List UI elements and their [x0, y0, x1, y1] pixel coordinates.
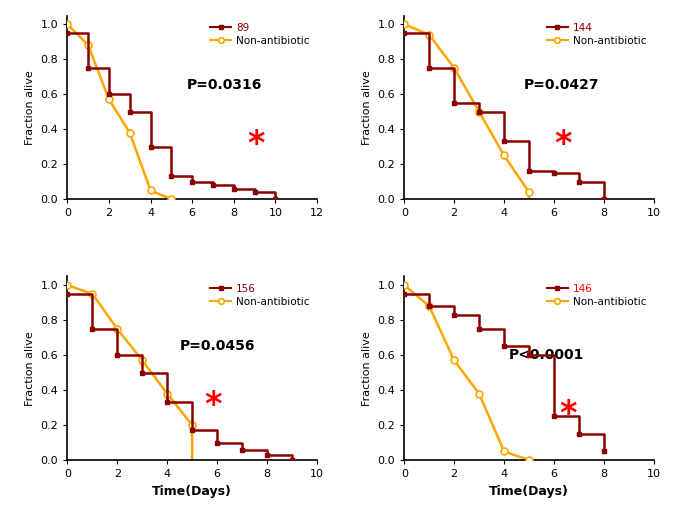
Text: P=0.0427: P=0.0427 [524, 78, 600, 92]
Legend: 146, Non-antibiotic: 146, Non-antibiotic [543, 280, 650, 311]
Y-axis label: Fraction alive: Fraction alive [25, 331, 35, 406]
Y-axis label: Fraction alive: Fraction alive [25, 70, 35, 145]
Text: *: * [205, 388, 222, 421]
X-axis label: Time(Days): Time(Days) [152, 485, 232, 498]
Text: P=0.0456: P=0.0456 [180, 339, 255, 353]
Text: P=0.0316: P=0.0316 [187, 78, 263, 92]
Legend: 144, Non-antibiotic: 144, Non-antibiotic [543, 19, 650, 50]
Text: *: * [554, 128, 572, 161]
Y-axis label: Fraction alive: Fraction alive [362, 331, 372, 406]
Legend: 156, Non-antibiotic: 156, Non-antibiotic [206, 280, 314, 311]
Text: *: * [247, 128, 265, 161]
X-axis label: Time(Days): Time(Days) [489, 485, 569, 498]
Text: P<0.0001: P<0.0001 [509, 348, 584, 362]
Text: *: * [559, 398, 576, 431]
Legend: 89, Non-antibiotic: 89, Non-antibiotic [206, 19, 314, 50]
Y-axis label: Fraction alive: Fraction alive [362, 70, 372, 145]
